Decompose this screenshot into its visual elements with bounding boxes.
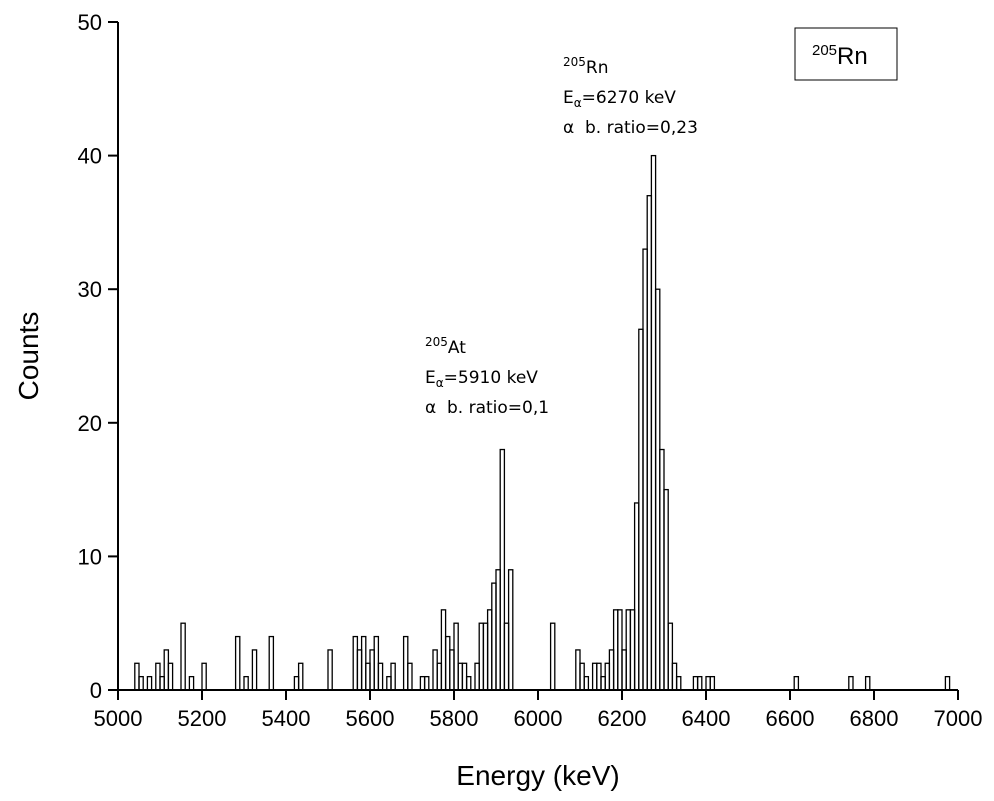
bar	[377, 662, 384, 691]
annotation-energy: Eα=6270 keV	[563, 88, 676, 110]
legend-box	[794, 27, 898, 81]
y-tick-label: 20	[78, 411, 102, 436]
bar	[407, 662, 413, 691]
x-tick-label: 6200	[598, 706, 647, 731]
x-tick-label: 6400	[682, 706, 731, 731]
x-tick-label: 5400	[262, 706, 311, 731]
bar	[251, 649, 258, 691]
bar	[188, 675, 195, 691]
x-tick-label: 5800	[430, 706, 479, 731]
bar	[180, 622, 186, 691]
bar	[243, 675, 249, 691]
bar	[146, 675, 153, 691]
bar	[234, 635, 241, 691]
annotation-ratio: α b. ratio=0,23	[563, 118, 698, 138]
bar	[549, 622, 556, 691]
bar	[201, 662, 207, 691]
annotation: 205Rn Eα=6270 keV α b. ratio=0,23	[563, 55, 698, 138]
bar	[507, 569, 514, 691]
bar	[864, 675, 871, 691]
x-tick-label: 6000	[514, 706, 563, 731]
annotation-nuclide: 205Rn	[563, 55, 609, 78]
y-tick-label: 50	[78, 10, 102, 35]
bar	[423, 675, 430, 691]
bar	[327, 649, 333, 691]
y-tick-label: 0	[90, 678, 102, 703]
y-tick-label: 30	[78, 277, 102, 302]
x-tick-label: 5200	[178, 706, 227, 731]
x-tick-label: 5000	[94, 706, 143, 731]
bar	[268, 635, 275, 691]
annotation-energy: Eα=5910 keV	[425, 368, 538, 390]
x-tick-label: 5600	[346, 706, 395, 731]
bar	[848, 675, 854, 691]
y-tick-label: 10	[78, 544, 102, 569]
x-axis-title: Energy (keV)	[456, 760, 619, 791]
bar	[944, 675, 951, 691]
x-tick-label: 6600	[766, 706, 815, 731]
bar	[390, 662, 396, 691]
y-axis-title: Counts	[13, 312, 44, 401]
bar	[793, 675, 800, 691]
x-tick-label: 7000	[934, 706, 983, 731]
bar	[583, 675, 590, 691]
annotation-ratio: α b. ratio=0,1	[425, 398, 549, 418]
bar	[167, 662, 174, 691]
bar	[138, 675, 144, 691]
y-tick-label: 40	[78, 144, 102, 169]
bar	[675, 675, 682, 691]
bar	[709, 675, 716, 691]
bar	[465, 675, 472, 691]
bar	[297, 662, 304, 691]
x-tick-label: 6800	[850, 706, 899, 731]
annotation-nuclide: 205At	[425, 335, 466, 358]
bar	[696, 675, 703, 691]
legend-label: 205Rn	[812, 42, 868, 70]
annotation: 205At Eα=5910 keV α b. ratio=0,1	[425, 335, 549, 418]
